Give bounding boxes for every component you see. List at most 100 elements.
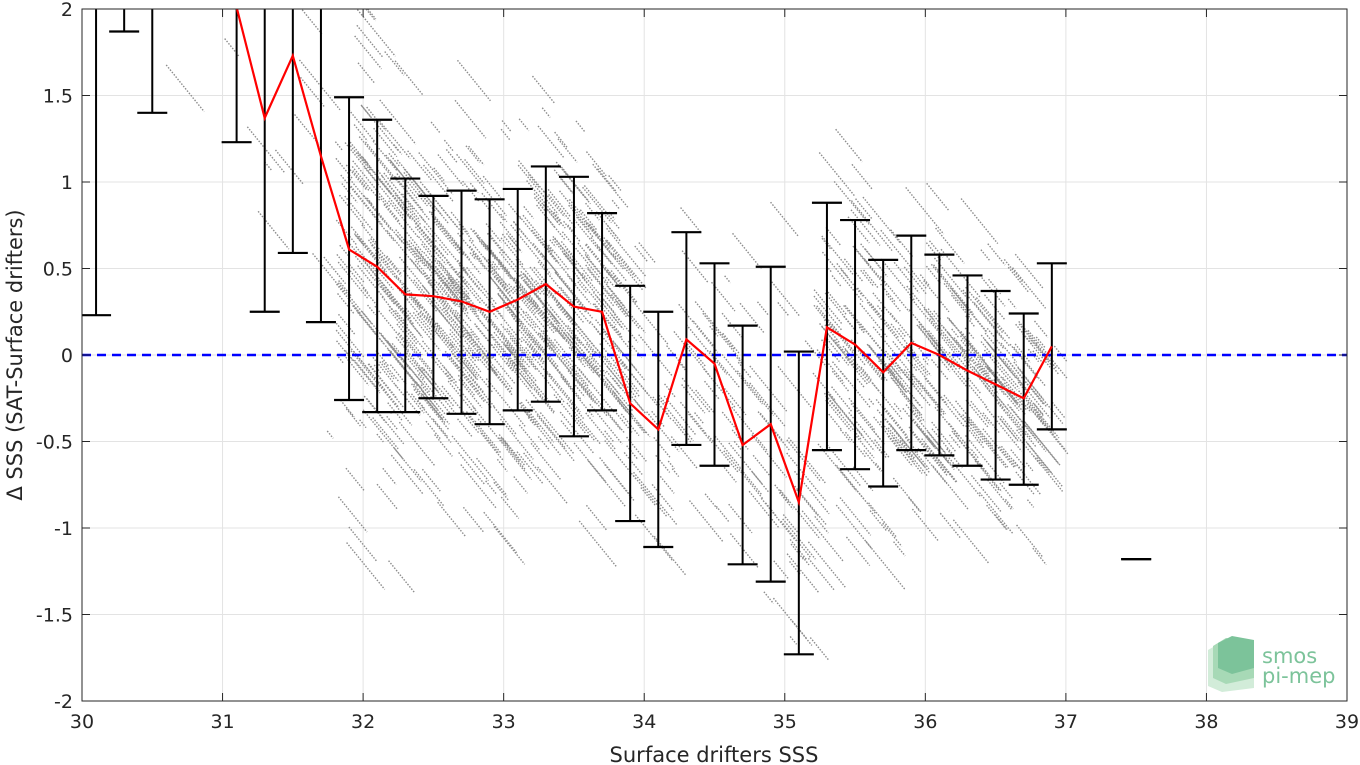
scatter-streak [533, 197, 546, 211]
scatter-streak [924, 377, 966, 428]
scatter-streak [1003, 259, 1024, 284]
scatter-streak [433, 221, 461, 255]
scatter-streak [496, 458, 508, 472]
scatter-streak [414, 248, 433, 270]
scatter-streak [353, 233, 365, 246]
scatter-streak [340, 174, 372, 214]
scatter-streak [373, 364, 383, 375]
scatter-streak [399, 363, 439, 411]
scatter-streak [497, 287, 520, 315]
scatter-streak [500, 128, 511, 141]
scatter-streak [387, 200, 420, 239]
scatter-streak [760, 497, 797, 542]
scatter-streak [709, 350, 741, 389]
scatter-streak [376, 483, 399, 510]
scatter-streak [608, 175, 622, 191]
scatter-streak [931, 428, 954, 456]
x-tick-label: 37 [1054, 711, 1078, 733]
scatter-streak [860, 366, 872, 381]
scatter-streak [386, 255, 403, 275]
scatter-streak [446, 261, 482, 305]
scatter-streak [949, 319, 965, 338]
scatter-streak [529, 324, 552, 352]
scatter-streak [438, 282, 459, 307]
scatter-streak [702, 312, 742, 361]
scatter-streak [728, 503, 753, 534]
scatter-streak [385, 154, 406, 179]
scatter-streak [522, 294, 555, 334]
scatter-streak [964, 337, 992, 372]
scatter-streak [513, 476, 528, 494]
scatter-streak [721, 464, 737, 483]
scatter-streak [577, 242, 591, 258]
scatter-streak [458, 271, 490, 310]
scatter-streak [337, 313, 356, 336]
scatter-streak [509, 337, 537, 371]
scatter-streak [546, 342, 573, 375]
scatter-streak [613, 391, 651, 438]
scatter-streak [589, 403, 623, 445]
scatter-streak [485, 378, 526, 428]
scatter-streak [391, 342, 403, 356]
scatter-streak [423, 186, 465, 236]
scatter-streak [930, 342, 968, 388]
scatter-streak [987, 479, 1013, 511]
scatter-streak [498, 251, 521, 278]
scatter-streak [973, 302, 1011, 348]
scatter-streak [500, 437, 521, 462]
scatter-streak [947, 332, 958, 344]
scatter-streak [873, 416, 901, 450]
scatter-streak [825, 399, 852, 432]
scatter-streak [449, 333, 482, 373]
scatter-streak [500, 323, 539, 371]
scatter-streak [844, 304, 884, 353]
scatter-streak [533, 193, 561, 226]
scatter-streak [807, 541, 846, 588]
scatter-streak [458, 264, 481, 291]
scatter-streak [559, 190, 599, 239]
scatter-streak [447, 295, 457, 306]
scatter-streak [595, 211, 622, 243]
scatter-streak [340, 399, 355, 418]
scatter-streak [370, 238, 402, 277]
scatter-streak [339, 244, 349, 256]
scatter-streak [876, 409, 909, 448]
scatter-streak [461, 327, 482, 352]
scatter-streak [615, 300, 630, 317]
x-tick-label: 39 [1335, 711, 1359, 733]
scatter-streak [347, 176, 385, 222]
scatter-streak [515, 258, 534, 280]
scatter-streak [465, 145, 481, 163]
scatter-streak [899, 440, 916, 460]
scatter-streak [1007, 266, 1030, 294]
scatter-streak [446, 311, 462, 330]
scatter-streak [348, 526, 378, 563]
scatter-streak [434, 295, 449, 313]
scatter-streak [394, 309, 410, 327]
scatter-streak [604, 430, 615, 443]
scatter-streak [634, 245, 649, 263]
scatter-streak [418, 368, 457, 415]
scatter-streak [346, 542, 386, 590]
scatter-streak [352, 170, 370, 192]
scatter-streak [816, 305, 853, 350]
scatter-streak [610, 270, 638, 303]
scatter-streak [1006, 411, 1025, 434]
scatter-streak [884, 407, 909, 437]
scatter-streak [367, 363, 405, 409]
scatter-streak [469, 245, 483, 262]
x-tick-label: 38 [1194, 711, 1218, 733]
scatter-streak [794, 485, 828, 526]
scatter-streak [1051, 401, 1066, 419]
scatter-streak [600, 264, 611, 277]
error-bar [221, 9, 252, 144]
scatter-streak [581, 383, 593, 397]
scatter-streak [948, 457, 982, 498]
scatter-streak [572, 270, 581, 281]
scatter-streak [612, 364, 640, 397]
scatter-streak [967, 377, 981, 394]
scatter-streak [536, 361, 577, 409]
scatter-streak [982, 359, 1022, 408]
scatter-streak [851, 163, 873, 190]
scatter-streak [336, 254, 369, 293]
